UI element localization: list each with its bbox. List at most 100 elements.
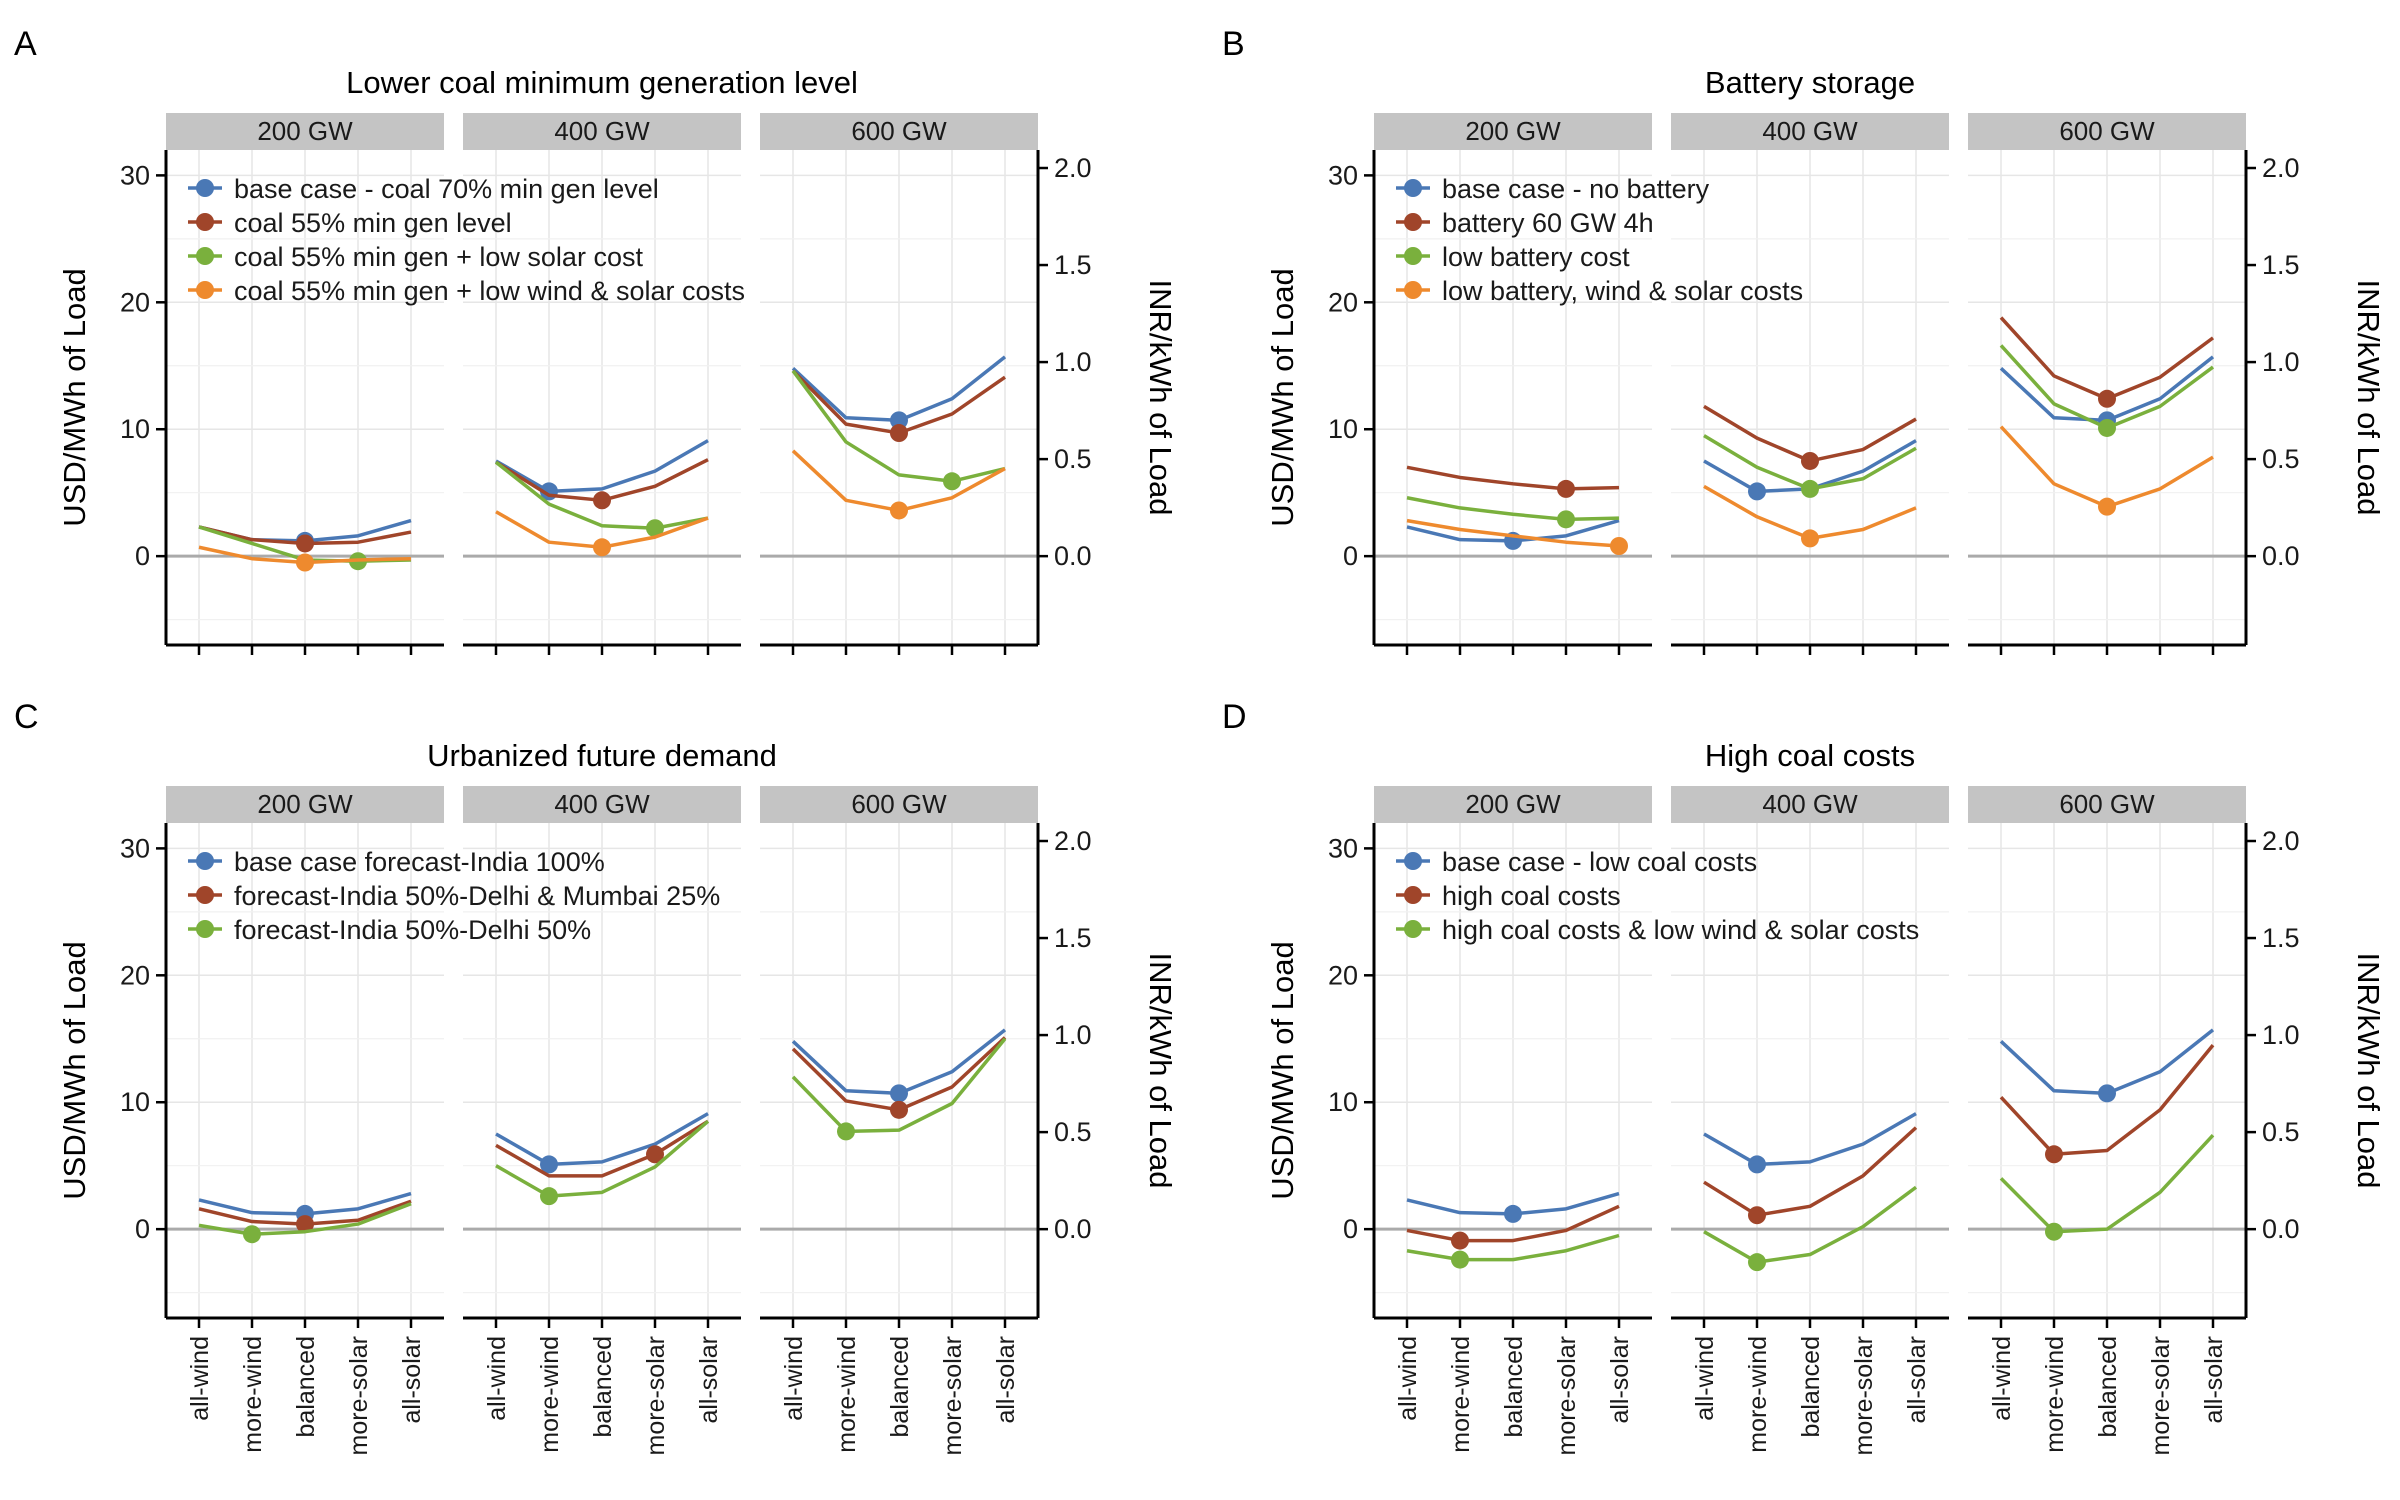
panel-title: Urbanized future demand xyxy=(427,738,777,773)
legend-label: battery 60 GW 4h xyxy=(1442,208,1654,238)
x-tick-label: more-wind xyxy=(239,1336,267,1453)
y-tick-label-left: 20 xyxy=(1328,960,1358,990)
series-marker xyxy=(646,519,664,538)
series-marker xyxy=(1451,1250,1469,1269)
x-tick-label: more-solar xyxy=(345,1336,373,1455)
facet-label: 600 GW xyxy=(2059,789,2155,819)
y-axis-label-right: INR/kWh of Load xyxy=(2351,952,2386,1188)
legend-label: base case forecast-India 100% xyxy=(234,847,605,877)
y-tick-label-left: 0 xyxy=(135,1214,150,1244)
panel-letter: B xyxy=(1222,25,1245,63)
series-marker xyxy=(890,411,908,430)
series-marker xyxy=(2045,1222,2063,1241)
x-tick-label: more-solar xyxy=(2147,1336,2175,1455)
legend-label: high coal costs xyxy=(1442,881,1621,911)
y-tick-label-right: 1.0 xyxy=(1054,1020,1092,1050)
series-marker xyxy=(1451,1231,1469,1250)
facet-label: 600 GW xyxy=(2059,116,2155,146)
series-marker xyxy=(593,491,611,510)
series-line xyxy=(495,439,709,494)
x-tick-label: all-solar xyxy=(1903,1336,1931,1424)
x-tick-label: all-wind xyxy=(483,1336,511,1421)
panel-letter: D xyxy=(1222,698,1247,736)
x-tick-label: all-wind xyxy=(780,1336,808,1421)
y-tick-label-left: 0 xyxy=(1343,541,1358,571)
y-tick-label-left: 10 xyxy=(120,414,150,444)
facet-strip xyxy=(1671,786,1949,823)
y-tick-label-right: 1.5 xyxy=(2262,923,2300,953)
x-tick-label: balanced xyxy=(1500,1336,1528,1437)
series-marker xyxy=(1557,510,1575,529)
y-tick-label-right: 0.5 xyxy=(1054,1117,1092,1147)
series-line xyxy=(198,1202,412,1236)
legend-swatch-marker xyxy=(1404,281,1422,299)
x-tick-label: all-wind xyxy=(1394,1336,1422,1421)
facet-strip xyxy=(1968,113,2246,150)
series-marker xyxy=(1748,1206,1766,1225)
legend-label: forecast-India 50%-Delhi & Mumbai 25% xyxy=(234,881,720,911)
legend-swatch-marker xyxy=(1404,213,1422,231)
legend-swatch-marker xyxy=(196,179,214,197)
y-tick-label-left: 30 xyxy=(120,160,150,190)
series-marker xyxy=(296,534,314,553)
series-marker xyxy=(540,1155,558,1174)
series-marker xyxy=(1748,1155,1766,1174)
facet-label: 200 GW xyxy=(257,789,353,819)
legend-label: low battery cost xyxy=(1442,242,1630,272)
series-marker xyxy=(296,1215,314,1234)
series-line xyxy=(1703,1112,1917,1167)
series-line xyxy=(495,1119,710,1198)
y-tick-label-left: 20 xyxy=(1328,287,1358,317)
panel-a: A Lower coal minimum generation level 200 … xyxy=(14,25,1178,655)
legend-label: coal 55% min gen level xyxy=(234,208,512,238)
series-marker xyxy=(1610,537,1628,555)
series-line xyxy=(1406,518,1620,548)
series-line xyxy=(1406,1233,1620,1262)
y-tick-label-right: 1.0 xyxy=(2262,347,2300,377)
series-line xyxy=(1999,1044,2215,1157)
y-tick-label-right: 2.0 xyxy=(2262,153,2300,183)
y-tick-label-right: 0.5 xyxy=(2262,444,2300,474)
series-marker xyxy=(1801,529,1819,548)
x-tick-label: more-wind xyxy=(1447,1336,1475,1453)
y-tick-label-right: 0.0 xyxy=(2262,541,2300,571)
legend-swatch-marker xyxy=(196,852,214,870)
y-tick-label-left: 0 xyxy=(135,541,150,571)
facet-label: 400 GW xyxy=(1762,116,1858,146)
series-marker xyxy=(943,472,961,491)
x-tick-label: more-solar xyxy=(939,1336,967,1455)
series-marker xyxy=(1748,1253,1766,1272)
x-tick-label: all-solar xyxy=(398,1336,426,1424)
legend-label: base case - coal 70% min gen level xyxy=(234,174,659,204)
facet-strip xyxy=(166,786,444,823)
x-tick-label: balanced xyxy=(2094,1336,2122,1437)
y-tick-label-left: 10 xyxy=(120,1087,150,1117)
y-tick-label-right: 0.0 xyxy=(2262,1214,2300,1244)
series-line xyxy=(1406,465,1620,491)
legend-swatch-marker xyxy=(1404,920,1422,938)
facet-strip xyxy=(166,113,444,150)
y-axis-label-right: INR/kWh of Load xyxy=(1143,279,1178,515)
legend-swatch-marker xyxy=(1404,886,1422,904)
series-marker xyxy=(646,1145,664,1164)
x-tick-label: more-wind xyxy=(536,1336,564,1453)
series-line xyxy=(791,1037,1007,1134)
legend-swatch-marker xyxy=(1404,247,1422,265)
legend-label: coal 55% min gen + low solar cost xyxy=(234,242,643,272)
facet-strip xyxy=(463,113,741,150)
x-tick-label: balanced xyxy=(886,1336,914,1437)
series-marker xyxy=(593,538,611,557)
facet-label: 600 GW xyxy=(851,116,947,146)
series-line xyxy=(494,460,709,530)
y-axis-label-left: USD/MWh of Load xyxy=(1265,268,1300,526)
legend-label: base case - no battery xyxy=(1442,174,1710,204)
x-tick-label: more-wind xyxy=(1744,1336,1772,1453)
legend-swatch-marker xyxy=(1404,852,1422,870)
facet-strip xyxy=(463,786,741,823)
series-marker xyxy=(890,501,908,520)
facet-strip xyxy=(1374,113,1652,150)
y-tick-label-right: 2.0 xyxy=(2262,826,2300,856)
y-tick-label-left: 10 xyxy=(1328,1087,1358,1117)
legend-swatch-marker xyxy=(196,886,214,904)
